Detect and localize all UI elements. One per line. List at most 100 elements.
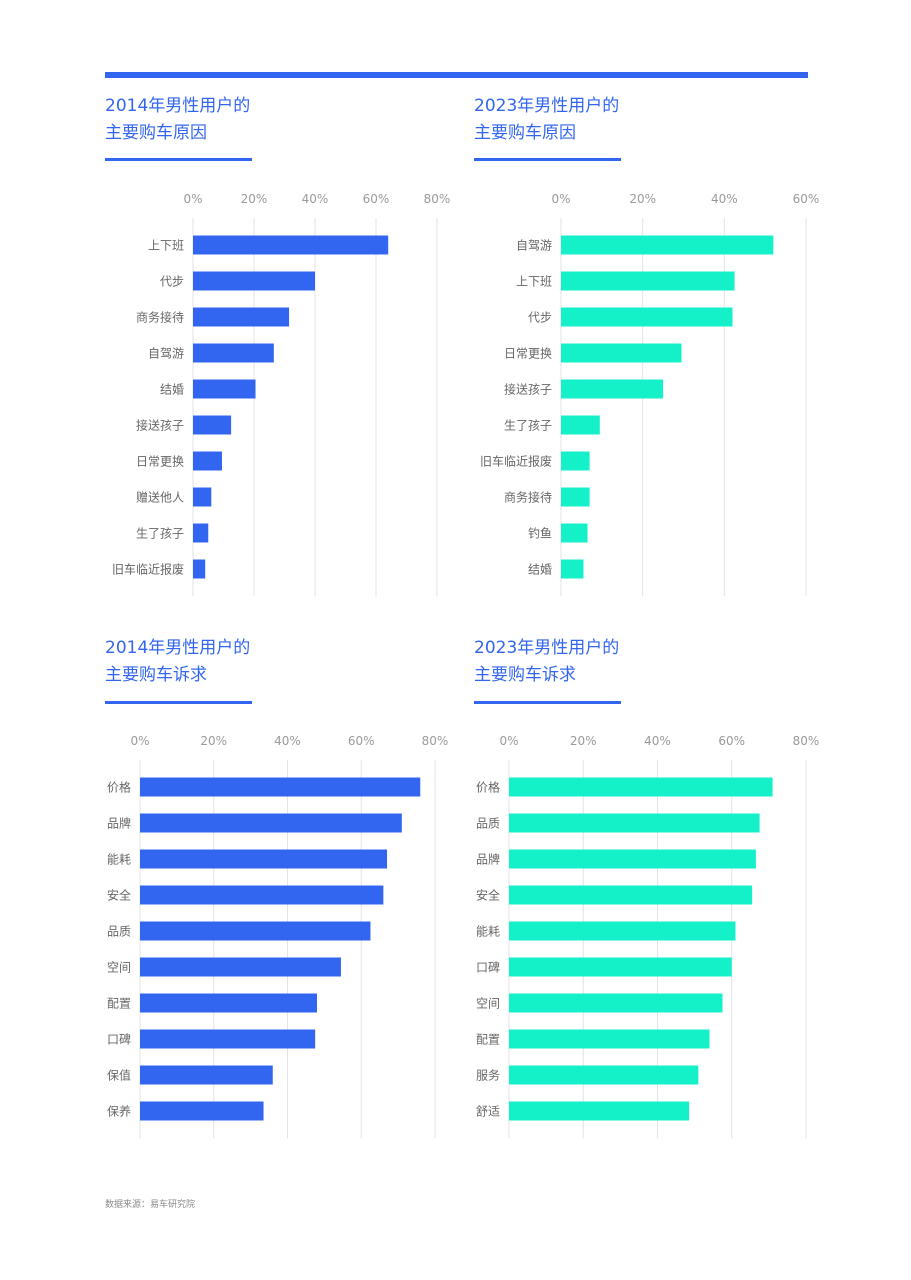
category-label: 自驾游 xyxy=(516,239,552,253)
bar xyxy=(193,559,206,579)
bar xyxy=(193,343,274,363)
category-label: 空间 xyxy=(476,997,500,1011)
x-tick-label: 80% xyxy=(793,734,820,748)
bar xyxy=(561,559,584,579)
category-label: 结婚 xyxy=(160,383,184,397)
bar xyxy=(561,307,733,327)
panel-title-line1: 2014年男性用户的 xyxy=(105,96,251,116)
bar xyxy=(561,343,682,363)
x-tick-label: 0% xyxy=(183,192,202,206)
x-tick-label: 20% xyxy=(241,192,268,206)
x-tick-label: 80% xyxy=(424,192,451,206)
category-label: 商务接待 xyxy=(504,490,552,505)
panel-title: 2023年男性用户的 主要购车原因 xyxy=(474,93,734,147)
category-label: 空间 xyxy=(107,961,131,975)
bar xyxy=(509,1065,699,1085)
category-label: 品质 xyxy=(107,925,131,939)
panel-title-line2: 主要购车诉求 xyxy=(474,665,576,685)
category-label: 能耗 xyxy=(107,853,131,867)
category-label: 保值 xyxy=(107,1068,131,1083)
category-label: 接送孩子 xyxy=(504,382,552,397)
category-label: 日常更换 xyxy=(136,455,184,469)
title-underline xyxy=(474,701,621,704)
bar xyxy=(561,487,590,507)
bar xyxy=(193,487,212,507)
x-tick-label: 20% xyxy=(629,192,656,206)
source-note: 数据来源：易车研究院 xyxy=(105,1200,196,1210)
category-label: 安全 xyxy=(107,888,131,903)
bar xyxy=(509,921,736,941)
x-tick-label: 60% xyxy=(348,734,375,748)
category-label: 日常更换 xyxy=(504,347,552,361)
category-label: 品牌 xyxy=(476,853,500,867)
x-tick-label: 20% xyxy=(200,734,227,748)
title-underline xyxy=(105,158,252,161)
bar xyxy=(140,1101,264,1121)
x-tick-label: 40% xyxy=(711,192,738,206)
category-label: 价格 xyxy=(476,780,500,795)
category-label: 服务 xyxy=(476,1068,500,1083)
category-label: 价格 xyxy=(107,780,131,795)
bar xyxy=(509,849,756,869)
category-label: 上下班 xyxy=(516,275,552,289)
category-label: 配置 xyxy=(107,997,131,1011)
bar xyxy=(561,235,774,255)
category-label: 旧车临近报废 xyxy=(480,454,552,469)
bar xyxy=(140,993,317,1013)
category-label: 赠送他人 xyxy=(136,490,184,505)
bar xyxy=(193,451,222,471)
title-underline xyxy=(105,701,252,704)
category-label: 代步 xyxy=(160,275,184,289)
bar xyxy=(561,379,664,399)
bar xyxy=(140,813,402,833)
bar xyxy=(509,1101,690,1121)
x-tick-label: 20% xyxy=(570,734,597,748)
panel-title: 2014年男性用户的 主要购车诉求 xyxy=(105,635,365,689)
category-label: 上下班 xyxy=(148,239,184,253)
chart-2014-reasons: 0% 20% 40% 60% 80% 上下班代步商务接待自驾游结婚接送孩子日常更换赠送他人… xyxy=(112,192,451,596)
x-tick-label: 80% xyxy=(422,734,449,748)
bar xyxy=(509,813,760,833)
category-label: 保养 xyxy=(107,1104,131,1119)
category-label: 能耗 xyxy=(476,925,500,939)
category-label: 接送孩子 xyxy=(136,418,184,433)
category-label: 口碑 xyxy=(476,960,500,975)
category-label: 旧车临近报废 xyxy=(112,562,184,577)
panel-title-line1: 2023年男性用户的 xyxy=(474,638,620,658)
bar xyxy=(509,885,753,905)
bar xyxy=(140,777,421,797)
bar xyxy=(140,885,384,905)
bar xyxy=(561,523,588,543)
bar xyxy=(193,307,290,327)
bar xyxy=(193,523,209,543)
bar xyxy=(193,415,232,435)
panel-title: 2023年男性用户的 主要购车诉求 xyxy=(474,635,734,689)
category-label: 舒适 xyxy=(476,1105,500,1119)
panel-title-line2: 主要购车原因 xyxy=(474,123,576,143)
x-tick-label: 60% xyxy=(363,192,390,206)
bar xyxy=(193,271,315,291)
bar xyxy=(140,957,341,977)
panel-title-line2: 主要购车诉求 xyxy=(105,665,207,685)
category-label: 生了孩子 xyxy=(136,527,184,541)
bar xyxy=(193,379,256,399)
category-label: 商务接待 xyxy=(136,310,184,325)
bar xyxy=(509,957,732,977)
x-tick-label: 0% xyxy=(499,734,518,748)
bar xyxy=(140,921,371,941)
bar xyxy=(140,1029,316,1049)
x-tick-label: 0% xyxy=(551,192,570,206)
bar xyxy=(509,777,773,797)
panel-title: 2014年男性用户的 主要购车原因 xyxy=(105,93,365,147)
panel-title-line1: 2023年男性用户的 xyxy=(474,96,620,116)
category-label: 品质 xyxy=(476,817,500,831)
bar xyxy=(193,235,389,255)
bar xyxy=(561,415,600,435)
bar xyxy=(509,993,723,1013)
chart-2023-reasons: 0% 20% 40% 60% 自驾游上下班代步日常更换接送孩子生了孩子旧车临近报废商务接… xyxy=(480,192,819,596)
bar xyxy=(561,271,735,291)
category-label: 代步 xyxy=(528,311,552,325)
category-label: 生了孩子 xyxy=(504,419,552,433)
